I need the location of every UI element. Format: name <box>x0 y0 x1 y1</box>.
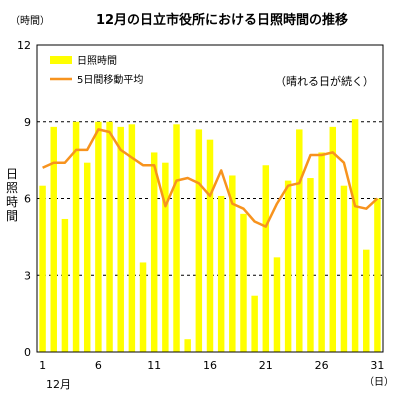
bar <box>374 198 381 352</box>
bar <box>217 195 225 352</box>
x-tick-label: 1 <box>39 359 46 372</box>
y-tick-label: 0 <box>24 346 31 359</box>
bar <box>363 249 370 352</box>
x-tick-label: 6 <box>95 359 102 372</box>
bar <box>162 162 169 352</box>
x-tick-label: 11 <box>147 359 161 372</box>
bar <box>39 185 46 352</box>
y-axis-label-char: 時 <box>6 195 18 209</box>
x-tick-label: 31 <box>370 359 384 372</box>
bar <box>307 178 314 352</box>
bar <box>117 126 124 352</box>
legend-label-bar: 日照時間 <box>77 55 117 67</box>
grid-lines <box>37 121 383 276</box>
bar-series <box>39 119 381 352</box>
bar <box>329 126 337 352</box>
line-series <box>42 128 379 228</box>
x-unit-label: （日） <box>364 376 394 388</box>
bar <box>340 185 348 352</box>
bar <box>351 119 359 352</box>
y-tick-label: 3 <box>24 269 31 282</box>
bar <box>139 262 147 352</box>
bar <box>229 175 236 352</box>
legend-swatch-bar <box>50 56 72 64</box>
y-tick-label: 12 <box>17 39 31 52</box>
bar <box>128 124 136 352</box>
bar <box>184 339 191 352</box>
y-unit-label: （時間） <box>10 15 50 27</box>
bar <box>296 129 303 352</box>
plot-frame <box>36 44 384 353</box>
bar <box>195 129 203 352</box>
x-tick-label: 21 <box>259 359 273 372</box>
legend-label-line: 5日間移動平均 <box>77 73 143 86</box>
legend: 日照時間 5日間移動平均 <box>47 52 160 91</box>
bar <box>173 124 180 352</box>
bar <box>150 152 158 352</box>
bar <box>262 165 270 352</box>
y-tick-label: 9 <box>24 116 31 129</box>
x-tick-label: 26 <box>315 359 329 372</box>
bar <box>72 121 80 352</box>
bar <box>106 121 113 352</box>
moving-average-line <box>42 128 379 228</box>
bar <box>284 180 292 352</box>
x-tick-labels: 1 6 11 16 21 26 31 <box>39 359 384 372</box>
y-tick-label: 6 <box>24 193 31 206</box>
axes <box>36 44 384 353</box>
bar <box>61 218 69 352</box>
x-tick-label: 16 <box>203 359 217 372</box>
bar <box>318 152 325 352</box>
chart-title: 12月の日立市役所における日照時間の推移 <box>96 12 348 28</box>
y-axis-label-char: 間 <box>6 209 18 223</box>
bar <box>95 121 102 352</box>
annotation: （晴れる日が続く） <box>275 74 374 88</box>
bar <box>50 126 57 352</box>
y-axis-label: 日照時間 <box>6 167 18 223</box>
bar <box>240 213 247 352</box>
x-month-label: 12月 <box>46 378 71 391</box>
bar <box>251 295 258 352</box>
y-tick-labels: 0 3 6 9 12 <box>17 39 31 359</box>
y-axis-label-char: 照 <box>6 181 18 195</box>
bar <box>206 139 214 352</box>
y-axis-label-char: 日 <box>6 167 18 181</box>
bar <box>273 257 281 352</box>
bar <box>83 162 91 352</box>
